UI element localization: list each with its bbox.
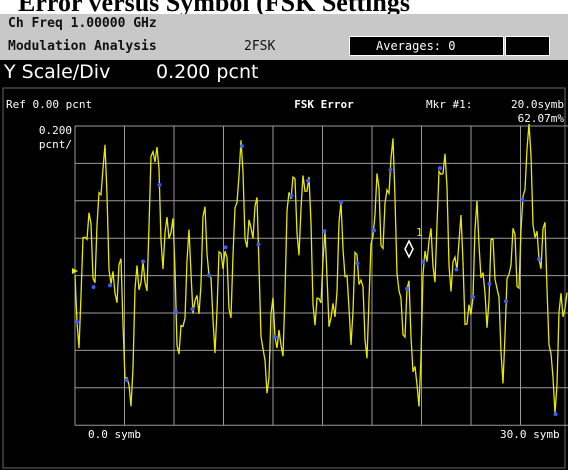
symbol-point: [438, 166, 442, 171]
symbol-point: [372, 228, 376, 233]
x-stop: 30.0 symb: [500, 428, 560, 441]
marker-diamond: [404, 239, 414, 259]
marker-label: Mkr #1:: [426, 98, 472, 111]
averages-box: Averages: 0: [349, 36, 504, 56]
page-title: Error versus Symbol (FSK Settings: [18, 0, 410, 14]
symbol-point: [207, 273, 211, 278]
symbol-point: [289, 193, 294, 198]
symbol-point: [174, 309, 178, 314]
grid: [74, 125, 568, 426]
ref-arrow: [72, 268, 78, 274]
symbol-point: [454, 267, 459, 272]
scale-label: Y Scale/Div: [4, 61, 111, 83]
marker-number: 1: [416, 226, 423, 239]
symbol-point: [157, 182, 162, 187]
plot-frame: [2, 87, 566, 469]
mode: Modulation Analysis: [8, 39, 157, 54]
status-box: [505, 36, 550, 56]
symbol-point: [108, 283, 112, 288]
plot-bg: [0, 86, 568, 470]
scale-value: 0.200 pcnt: [156, 61, 259, 83]
symbol-point: [355, 261, 360, 266]
symbol-point: [322, 229, 327, 234]
symbol-point: [405, 286, 409, 291]
symbol-point: [421, 259, 426, 264]
plot: Ref 0.00 pcnt 0.200 pcnt/ FSK Error Mkr …: [0, 86, 568, 470]
symbol-point: [91, 285, 96, 290]
ch-freq: Ch Freq 1.00000 GHz: [8, 16, 157, 31]
symbol-point: [273, 335, 277, 340]
averages: Averages: 0: [376, 39, 456, 53]
trace: [74, 123, 568, 414]
symbol-point: [190, 307, 195, 312]
symbol-point: [240, 144, 244, 149]
symbol-point: [471, 294, 475, 299]
symbol-point: [256, 242, 261, 247]
title-strip: Error versus Symbol (FSK Settings: [0, 0, 568, 14]
scale-unit: pcnt/: [39, 138, 72, 151]
symbol-point: [553, 412, 558, 417]
symbol-points: [75, 144, 558, 417]
symbol-point: [487, 281, 492, 286]
trace-title: FSK Error: [294, 98, 354, 111]
format: 2FSK: [244, 39, 276, 54]
marker-x: 20.0symb: [511, 98, 564, 111]
ref-level: Ref 0.00 pcnt: [6, 98, 92, 111]
symbol-point: [537, 257, 541, 262]
symbol-point: [388, 167, 393, 172]
scale-value: 0.200: [39, 124, 72, 137]
x-start: 0.0 symb: [88, 428, 141, 441]
symbol-point: [339, 200, 343, 205]
symbol-point: [504, 299, 508, 304]
marker-y: 62.07m%: [518, 112, 565, 125]
symbol-point: [520, 197, 525, 202]
symbol-point: [306, 178, 310, 183]
scale-band: Y Scale/Div 0.200 pcnt: [0, 60, 568, 86]
symbol-point: [223, 245, 228, 250]
symbol-point: [124, 378, 129, 383]
symbol-point: [75, 320, 79, 325]
symbol-point: [141, 259, 145, 264]
